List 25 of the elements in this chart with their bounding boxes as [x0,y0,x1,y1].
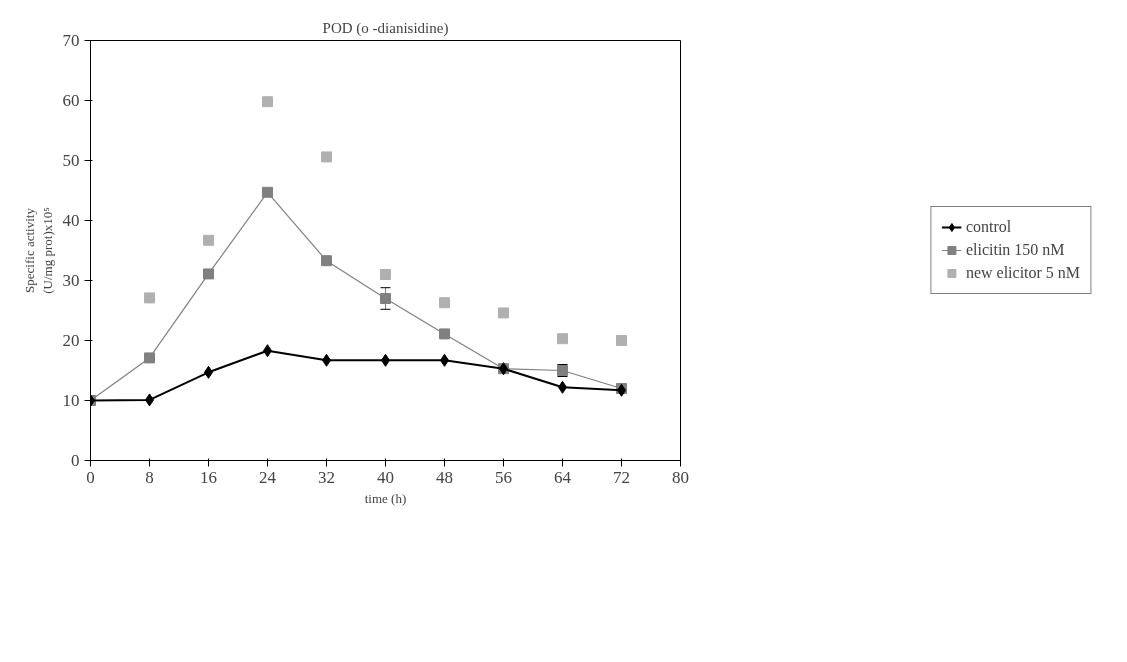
y-tick-label: 20 [62,331,80,350]
y-tick-label: 50 [62,151,80,170]
x-tick-label: 40 [377,467,394,487]
x-tick-label: 8 [145,467,154,487]
legend-label: control [965,218,1012,236]
y-tick-label: 10 [62,391,80,410]
x-tick-label: 80 [672,467,689,487]
y-tick-label: 40 [62,211,80,230]
x-tick-label: 72 [613,467,630,487]
y-tick-label: 70 [62,31,80,50]
x-tick-label: 24 [259,467,277,487]
x-tick-label: 56 [495,467,512,487]
x-tick-label: 64 [554,467,572,487]
y-axis-title: Specific activity (U/mg prot)x10⁵ [21,207,55,294]
x-tick-label: 0 [86,467,95,487]
legend-label: new elicitor 5 nM [965,264,1081,282]
chart-title: POD (o -dianisidine) [322,19,449,37]
y-tick-label: 30 [62,271,80,290]
x-tick-label: 16 [200,467,217,487]
y-tick-label: 0 [71,451,80,470]
x-tick-label: 48 [436,467,453,487]
y-tick-label: 60 [62,91,80,110]
x-tick-label: 32 [318,467,335,487]
legend-label: elicitin 150 nM [965,241,1065,259]
x-axis-title: time (h) [364,490,407,506]
